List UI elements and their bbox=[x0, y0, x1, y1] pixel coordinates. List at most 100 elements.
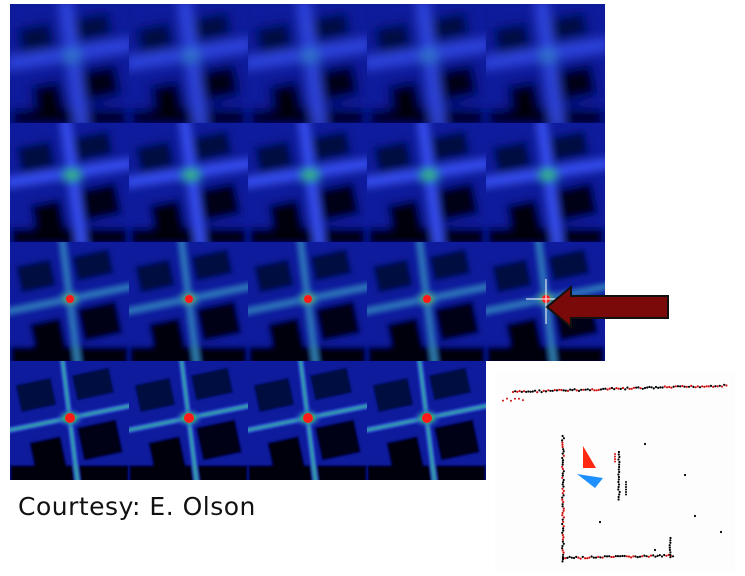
scan-point bbox=[670, 386, 673, 389]
scan-point bbox=[538, 389, 541, 392]
scan-point bbox=[571, 389, 574, 392]
scan-point bbox=[663, 553, 666, 557]
scan-point bbox=[641, 387, 644, 390]
scan-point bbox=[608, 387, 611, 390]
scan-point bbox=[561, 434, 564, 438]
scan-point bbox=[566, 556, 569, 559]
scan-point bbox=[701, 385, 704, 388]
correlation-tile bbox=[129, 242, 248, 361]
scan-point bbox=[716, 385, 719, 388]
scan-point bbox=[562, 520, 565, 523]
scan-point bbox=[617, 473, 620, 476]
scan-point bbox=[618, 470, 621, 474]
scan-point bbox=[561, 474, 564, 477]
correlation-map-grid bbox=[10, 4, 605, 482]
scan-point bbox=[703, 385, 706, 388]
scan-point bbox=[561, 461, 564, 464]
robot-pose-icon bbox=[577, 446, 603, 488]
scan-point bbox=[562, 542, 565, 545]
scan-point bbox=[639, 387, 642, 390]
scan-point bbox=[632, 386, 636, 389]
scan-point bbox=[659, 386, 662, 389]
scan-point bbox=[625, 486, 627, 488]
scan-point bbox=[583, 557, 587, 560]
correlation-tile bbox=[10, 4, 129, 123]
scan-point bbox=[562, 553, 565, 556]
scan-point bbox=[562, 485, 565, 488]
scan-point bbox=[636, 556, 639, 559]
scan-point bbox=[676, 385, 680, 388]
scan-point bbox=[572, 556, 576, 560]
scan-point bbox=[618, 490, 621, 494]
scan-point bbox=[561, 531, 564, 534]
scan-point bbox=[625, 493, 627, 496]
scan-point bbox=[683, 385, 686, 388]
scan-point bbox=[614, 458, 616, 460]
scan-point bbox=[627, 555, 631, 558]
scan-point bbox=[551, 389, 554, 392]
scan-point bbox=[561, 456, 564, 460]
correlation-peak bbox=[184, 413, 194, 423]
scan-point bbox=[608, 555, 611, 558]
scan-point bbox=[575, 555, 578, 558]
scan-point bbox=[561, 472, 564, 475]
scan-point bbox=[561, 443, 564, 446]
scan-point bbox=[561, 496, 564, 499]
scan-point bbox=[663, 385, 666, 388]
scan-point bbox=[602, 387, 605, 390]
correlation-tile bbox=[129, 361, 248, 480]
scan-point bbox=[561, 483, 564, 486]
correlation-tile bbox=[129, 4, 248, 123]
scan-point bbox=[619, 387, 622, 390]
scan-point bbox=[696, 385, 699, 388]
scan-point bbox=[614, 453, 616, 455]
scan-point bbox=[525, 390, 528, 393]
scan-point bbox=[630, 387, 633, 390]
scan-point bbox=[594, 556, 598, 559]
correlation-tile bbox=[486, 123, 605, 242]
correlation-tile bbox=[367, 4, 486, 123]
scan-point bbox=[626, 386, 629, 389]
scan-point bbox=[588, 389, 592, 392]
scan-point bbox=[630, 556, 633, 559]
scan-point bbox=[577, 389, 581, 392]
scan-point bbox=[618, 463, 621, 466]
scan-point bbox=[561, 487, 564, 490]
courtesy-caption: Courtesy: E. Olson bbox=[18, 492, 256, 521]
scan-point bbox=[570, 556, 573, 559]
scan-point bbox=[536, 391, 539, 394]
correlation-tile bbox=[10, 361, 129, 480]
scan-point bbox=[562, 494, 565, 497]
scan-point bbox=[610, 386, 614, 390]
scan-point bbox=[669, 541, 672, 544]
scan-point bbox=[621, 386, 625, 390]
scan-point bbox=[506, 397, 508, 400]
scan-point bbox=[586, 388, 589, 391]
scan-point bbox=[561, 511, 564, 515]
scan-point bbox=[621, 554, 624, 558]
scan-point bbox=[705, 385, 708, 388]
scan-point bbox=[625, 481, 627, 483]
scan-point bbox=[590, 555, 593, 558]
scan-point bbox=[562, 500, 565, 504]
scan-point bbox=[656, 554, 659, 557]
scan-point bbox=[725, 384, 728, 387]
left-arrow-icon bbox=[545, 285, 669, 329]
scan-point bbox=[568, 555, 571, 558]
scan-point bbox=[653, 548, 657, 552]
scan-point bbox=[558, 388, 561, 391]
scan-point bbox=[614, 455, 616, 458]
scan-point bbox=[617, 480, 620, 484]
scan-point bbox=[561, 459, 565, 462]
scan-point bbox=[561, 538, 564, 541]
scan-point bbox=[719, 530, 723, 534]
scan-point bbox=[617, 387, 620, 390]
scan-point bbox=[645, 555, 648, 558]
scan-point bbox=[593, 389, 596, 392]
scan-point bbox=[566, 389, 570, 392]
scan-point bbox=[619, 555, 622, 558]
scan-point bbox=[561, 439, 564, 442]
scan-point bbox=[690, 384, 693, 387]
scan-point bbox=[595, 389, 598, 392]
scan-point bbox=[714, 385, 717, 388]
